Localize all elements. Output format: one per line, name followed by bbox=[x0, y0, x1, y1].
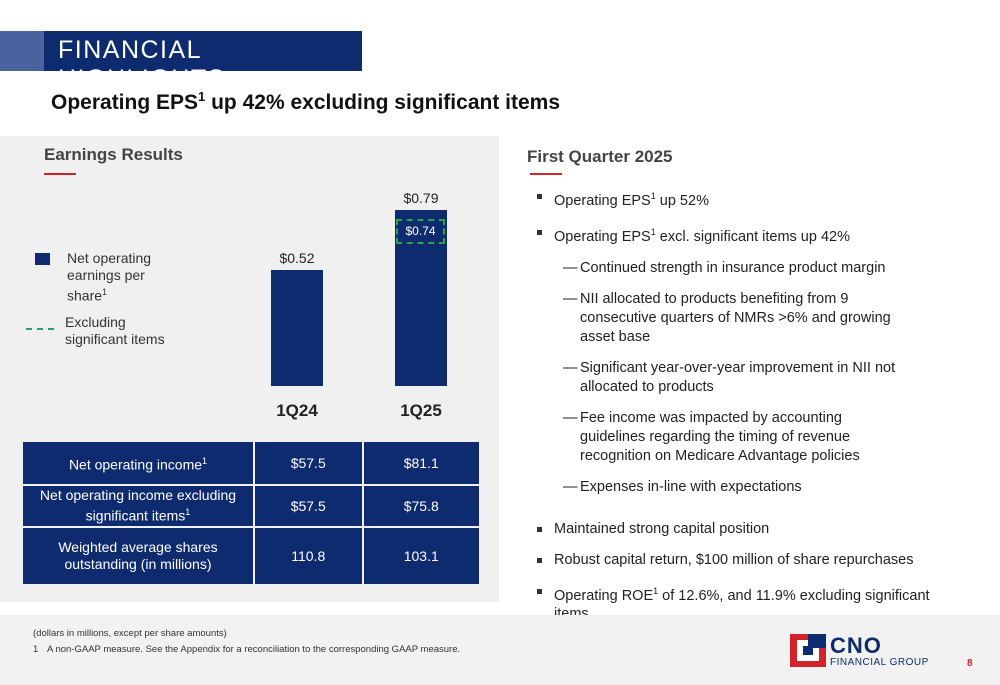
logo-wordmark: CNO bbox=[830, 633, 882, 658]
dash-icon: — bbox=[563, 478, 578, 495]
footnote-number: 1 bbox=[33, 644, 39, 655]
legend-eps-line1: Net operating bbox=[67, 250, 152, 266]
bullet-text: up 52% bbox=[655, 192, 709, 209]
row-label-sup: 1 bbox=[185, 507, 191, 518]
headline-text-post: up 42% excluding significant items bbox=[205, 91, 561, 114]
headline-text-pre: Operating EPS bbox=[51, 91, 199, 114]
row-label-line1: Net operating income excluding bbox=[39, 487, 237, 504]
earnings-results-title: Earnings Results bbox=[44, 145, 183, 164]
table-cell: $81.1 bbox=[361, 440, 481, 486]
table-cell: $75.8 bbox=[361, 484, 481, 528]
table-row-label: Net operating income1 bbox=[21, 440, 255, 486]
bullet-text: Operating ROE bbox=[554, 587, 654, 604]
subitem-text: NII allocated to products benefiting fro… bbox=[580, 290, 849, 307]
bar-1q25 bbox=[395, 209, 447, 386]
bullet-text: excl. significant items up 42% bbox=[655, 228, 850, 245]
bullet-sup: 1 bbox=[650, 191, 656, 201]
bullet-sup: 1 bbox=[650, 226, 656, 237]
banner-accent bbox=[0, 31, 44, 71]
list-subitem: — Continued strength in insurance product… bbox=[537, 259, 977, 278]
list-subitem: — Expenses in-line with expectations bbox=[537, 478, 977, 497]
footer-band bbox=[0, 615, 1000, 685]
legend-swatch-eps bbox=[35, 253, 50, 265]
bullet-text: Operating EPS bbox=[554, 228, 651, 245]
logo-core-square bbox=[803, 646, 813, 655]
headline-footnote-ref: 1 bbox=[198, 89, 206, 104]
subitem-text: Significant year-over-year improvement i… bbox=[580, 359, 896, 376]
dash-icon: — bbox=[563, 259, 578, 276]
logo-blue-corner bbox=[808, 634, 826, 648]
legend-swatch-excluding bbox=[26, 328, 54, 330]
page-number: 8 bbox=[967, 658, 973, 669]
table-cell: 110.8 bbox=[252, 526, 364, 586]
subitem-text: consecutive quarters of NMRs >6% and gro… bbox=[580, 309, 891, 326]
legend-eps-line3: share bbox=[67, 287, 103, 304]
section-banner: FINANCIAL HIGHLIGHTS bbox=[44, 31, 362, 93]
dash-icon: — bbox=[563, 409, 578, 426]
subitem-text: Continued strength in insurance product … bbox=[580, 259, 886, 276]
highlights-list: Operating EPS1 up 52% Operating EPS1 exc… bbox=[537, 187, 977, 624]
table-cell: $57.5 bbox=[252, 440, 364, 486]
list-subitem: — Significant year-over-year improvement … bbox=[537, 359, 977, 397]
category-label-1q24: 1Q24 bbox=[276, 401, 318, 420]
subitem-text: recognition on Medicare Advantage polici… bbox=[580, 447, 860, 464]
first-quarter-title-rule bbox=[530, 173, 562, 175]
first-quarter-title: First Quarter 2025 bbox=[527, 147, 673, 166]
table-row-label: Net operating income excluding significan… bbox=[21, 484, 255, 528]
row-label-line2: significant items bbox=[85, 507, 186, 524]
excluding-items-marker: $0.74 bbox=[396, 218, 445, 244]
earnings-title-rule bbox=[44, 173, 76, 175]
row-label-line1: Weighted average shares bbox=[58, 539, 218, 555]
bullet-text: of 12.6%, and 11.9% excluding significan… bbox=[658, 587, 930, 604]
logo-subtitle: FINANCIAL GROUP bbox=[830, 657, 929, 668]
category-label-1q25: 1Q25 bbox=[400, 401, 442, 420]
legend-excl-line2: significant items bbox=[65, 331, 165, 347]
bullet-text: Maintained strong capital position bbox=[554, 520, 770, 537]
subitem-text: Fee income was impacted by accounting bbox=[580, 409, 842, 426]
legend-label-eps: Net operating earnings per share1 bbox=[67, 250, 151, 305]
table-row-label: Weighted average shares outstanding (in m… bbox=[21, 526, 255, 586]
page-headline: Operating EPS1 up 42% excluding signific… bbox=[51, 89, 560, 115]
list-item: Maintained strong capital position bbox=[537, 520, 977, 539]
bullet-text: Robust capital return, $100 million of s… bbox=[554, 551, 914, 568]
dash-icon: — bbox=[563, 359, 578, 376]
legend-eps-sup: 1 bbox=[102, 287, 108, 297]
subitem-text: guidelines regarding the timing of reven… bbox=[580, 428, 851, 445]
financial-table: Net operating income1 $57.5 $81.1 Net op… bbox=[21, 440, 481, 586]
bullet-sup: 1 bbox=[653, 585, 659, 596]
list-item: Operating EPS1 excl. significant items u… bbox=[537, 223, 977, 247]
table-row: Net operating income1 $57.5 $81.1 bbox=[21, 440, 481, 486]
units-note: (dollars in millions, except per share a… bbox=[33, 628, 227, 639]
bullet-text: Operating EPS bbox=[554, 192, 651, 209]
table-cell: $57.5 bbox=[252, 484, 364, 528]
list-subitem: — NII allocated to products benefiting fr… bbox=[537, 290, 977, 347]
footnote-text: A non-GAAP measure. See the Appendix for… bbox=[47, 644, 461, 655]
row-label-line2: outstanding (in millions) bbox=[64, 556, 212, 572]
dash-icon: — bbox=[563, 290, 578, 307]
list-item: Operating EPS1 up 52% bbox=[537, 187, 977, 211]
subitem-text: asset base bbox=[580, 328, 651, 345]
subitem-text: Expenses in-line with expectations bbox=[580, 478, 802, 495]
bar-value-label-1q25: $0.79 bbox=[403, 189, 439, 206]
table-cell: 103.1 bbox=[361, 526, 481, 586]
legend-label-excluding: Excluding significant items bbox=[65, 314, 165, 348]
row-label-text: Net operating income bbox=[68, 456, 203, 473]
list-item: Robust capital return, $100 million of s… bbox=[537, 551, 977, 570]
list-subitem: — Fee income was impacted by accounting gu… bbox=[537, 409, 977, 466]
bar-1q24 bbox=[271, 270, 323, 386]
table-row: Weighted average shares outstanding (in m… bbox=[21, 526, 481, 586]
subitem-text: allocated to products bbox=[580, 378, 714, 395]
row-label-sup: 1 bbox=[202, 455, 208, 466]
bar-value-label-1q24: $0.52 bbox=[279, 250, 315, 267]
table-row: Net operating income excluding significan… bbox=[21, 484, 481, 528]
legend-excl-line1: Excluding bbox=[65, 314, 126, 330]
legend-eps-line2: earnings per bbox=[67, 267, 145, 283]
